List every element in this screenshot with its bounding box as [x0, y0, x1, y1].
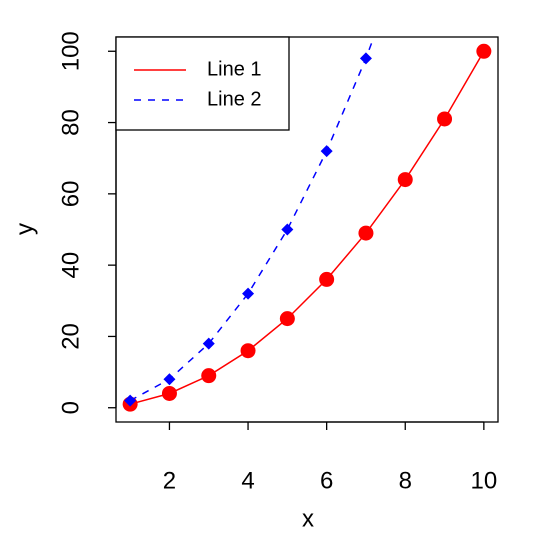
y-tick-label: 100	[57, 31, 84, 71]
y-axis-label: y	[11, 223, 38, 235]
y-tick-label: 0	[57, 401, 84, 414]
y-tick-label: 40	[57, 252, 84, 279]
legend-box	[115, 36, 290, 131]
series-line	[129, 37, 375, 402]
point	[358, 225, 374, 241]
point	[202, 337, 215, 350]
point	[163, 373, 176, 386]
point	[124, 394, 137, 407]
y-tick-label: 80	[57, 109, 84, 136]
point	[201, 368, 217, 384]
point	[397, 172, 413, 188]
point	[320, 145, 333, 158]
legend-label: Line 1	[207, 58, 262, 80]
series-line	[129, 50, 485, 405]
point	[161, 385, 177, 401]
legend-label: Line 2	[207, 88, 262, 110]
point	[279, 311, 295, 327]
point	[359, 52, 372, 65]
point	[281, 223, 294, 236]
x-tick-label: 2	[163, 467, 176, 494]
y-tick-label: 20	[57, 323, 84, 350]
x-tick-label: 6	[320, 467, 333, 494]
y-tick-label: 60	[57, 181, 84, 208]
x-axis-label: x	[302, 505, 314, 532]
x-tick-label: 10	[471, 467, 498, 494]
point	[319, 271, 335, 287]
point	[437, 111, 453, 127]
x-tick-label: 8	[399, 467, 412, 494]
point	[240, 343, 256, 359]
plot-area	[122, 37, 492, 412]
x-tick-label: 4	[241, 467, 254, 494]
point	[242, 287, 255, 300]
point	[476, 43, 492, 59]
